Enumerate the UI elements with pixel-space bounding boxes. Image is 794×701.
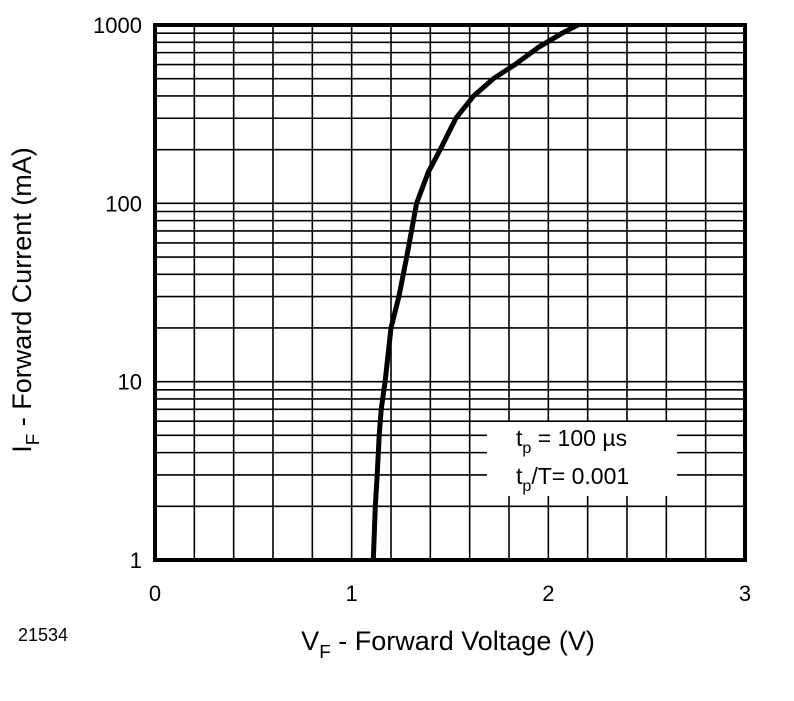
x-tick-label: 0 xyxy=(149,581,161,606)
y-tick-label: 100 xyxy=(105,191,142,216)
x-tick-label: 1 xyxy=(346,581,358,606)
annotation-box xyxy=(487,422,677,496)
figure-id: 21534 xyxy=(18,625,68,645)
forward-current-curve xyxy=(370,22,579,561)
y-axis-label: IF - Forward Current (mA) xyxy=(7,147,44,453)
x-axis-label: VF - Forward Voltage (V) xyxy=(301,626,595,663)
grid xyxy=(155,25,745,560)
x-tick-label: 3 xyxy=(739,581,751,606)
annotation-duty-cycle: tp/T= 0.001 xyxy=(516,463,629,495)
x-tick-label: 2 xyxy=(542,581,554,606)
plot-frame xyxy=(153,23,747,562)
curve-layer xyxy=(370,22,579,561)
annotation-pulse-width: tp = 100 µs xyxy=(516,425,627,457)
y-tick-label: 1 xyxy=(130,548,142,573)
y-tick-label: 1000 xyxy=(93,13,142,38)
y-tick-label: 10 xyxy=(118,370,142,395)
